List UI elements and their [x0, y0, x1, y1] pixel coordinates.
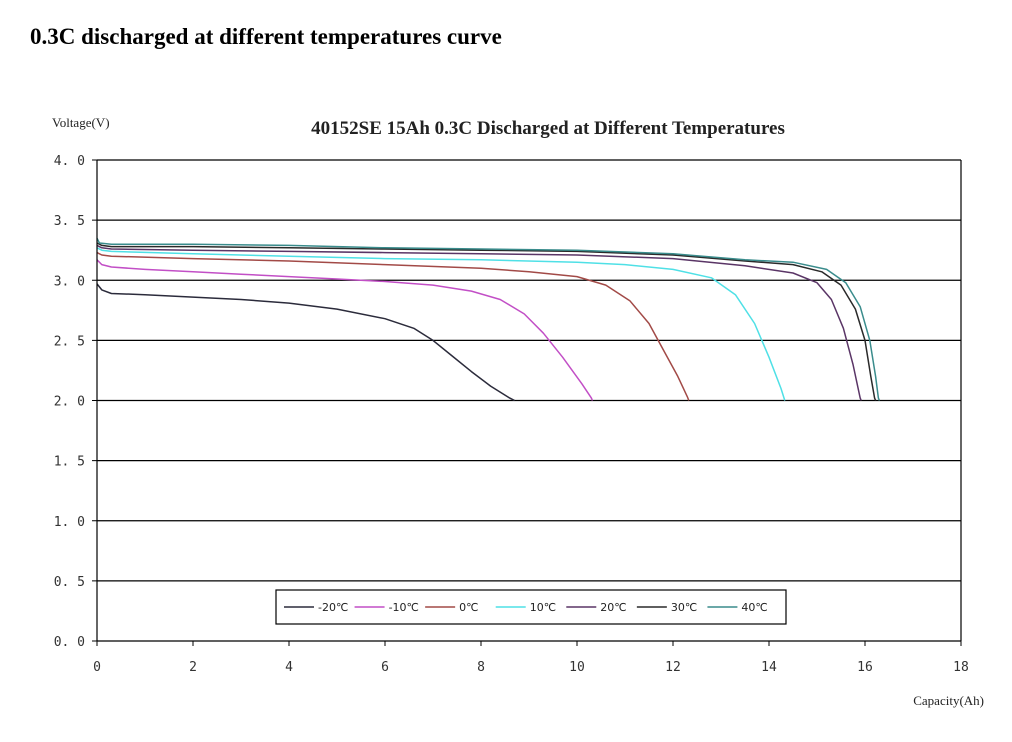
y-tick-label: 3. 5 — [54, 214, 85, 229]
chart-title: 40152SE 15Ah 0.3C Discharged at Differen… — [311, 118, 785, 139]
x-tick-label: 0 — [93, 660, 101, 675]
x-tick-label: 14 — [761, 660, 777, 675]
x-tick-label: 16 — [857, 660, 873, 675]
grid-layer — [97, 159, 961, 582]
series-line — [96, 283, 515, 402]
legend-layer: -20℃ -10℃ 0℃ 10℃ 20℃ 30℃ 40℃ — [275, 589, 787, 625]
legend-label: 40℃ — [741, 601, 767, 614]
y-tick-label: 0. 0 — [54, 635, 85, 650]
y-tick-label: 1. 0 — [54, 515, 85, 530]
x-axis-label: Capacity(Ah) — [913, 693, 984, 708]
legend-label: 30℃ — [671, 601, 697, 614]
series-line — [96, 259, 594, 401]
series-line — [96, 251, 690, 401]
series-line — [96, 242, 877, 401]
x-tick-label: 18 — [953, 660, 969, 675]
legend-label: 0℃ — [459, 601, 478, 614]
legend-label: -10℃ — [389, 601, 419, 614]
y-tick-label: 2. 0 — [54, 395, 85, 410]
y-tick-label: 2. 5 — [54, 334, 85, 349]
series-line — [96, 237, 881, 401]
legend-label: 20℃ — [600, 601, 626, 614]
legend-label: -20℃ — [318, 601, 348, 614]
y-axis-label: Voltage(V) — [52, 115, 110, 130]
axis-layer: 0. 0 0. 5 1. 0 1. 5 2. 0 2. 5 3. 0 3. 5 4. 0 0 2 4 6… — [54, 154, 969, 675]
y-tick-label: 3. 0 — [54, 274, 85, 289]
x-tick-label: 4 — [285, 660, 293, 675]
y-tick-label: 0. 5 — [54, 575, 85, 590]
legend-label: 10℃ — [530, 601, 556, 614]
series-layer — [96, 237, 881, 402]
x-tick-label: 2 — [189, 660, 197, 675]
page-heading: 0.3C discharged at different temperature… — [30, 24, 502, 49]
series-line — [96, 247, 786, 401]
x-tick-label: 8 — [477, 660, 485, 675]
x-tick-label: 6 — [381, 660, 389, 675]
x-tick-label: 12 — [665, 660, 681, 675]
x-tick-label: 10 — [569, 660, 585, 675]
y-tick-label: 4. 0 — [54, 154, 85, 169]
series-line — [96, 244, 862, 401]
y-tick-label: 1. 5 — [54, 455, 85, 470]
